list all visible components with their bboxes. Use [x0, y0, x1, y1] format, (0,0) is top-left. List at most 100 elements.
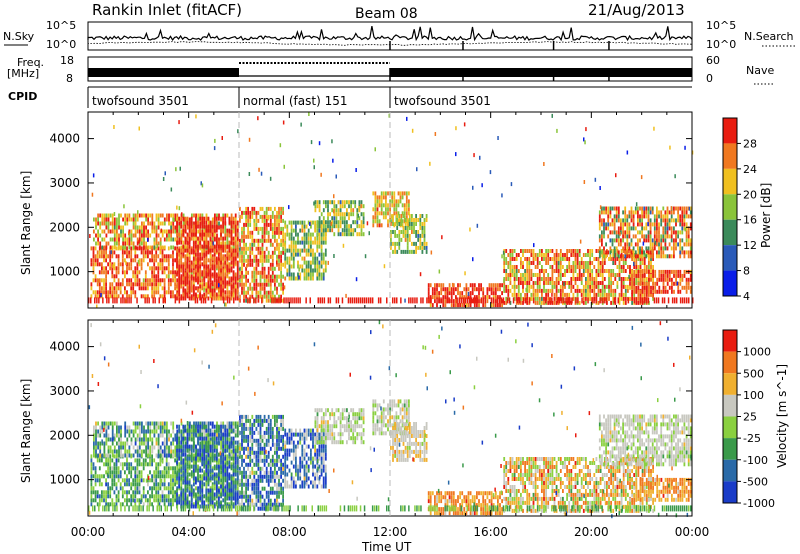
- colorbar-tick-6: 4: [743, 290, 750, 303]
- heatmap-cell: [124, 221, 127, 226]
- heatmap-cell: [677, 285, 680, 290]
- heatmap-cell: [536, 284, 539, 289]
- heatmap-cell: [639, 218, 641, 223]
- heatmap-cell: [128, 482, 130, 487]
- heatmap-cell: [582, 265, 585, 269]
- heatmap-cell: [271, 266, 274, 271]
- heatmap-cell: [274, 234, 276, 239]
- heatmap-cell: [170, 225, 172, 230]
- heatmap-cell: [118, 237, 120, 242]
- heatmap-cell: [335, 212, 338, 217]
- heatmap-cell: [253, 210, 256, 215]
- heatmap-cell: [639, 261, 642, 265]
- heatmap-cell: [115, 294, 118, 299]
- heatmap-cell: [172, 229, 175, 234]
- heatmap-cell: [392, 249, 394, 254]
- heatmap-cell: [429, 303, 432, 308]
- heatmap-cell: [209, 292, 212, 297]
- heatmap-cell: [107, 470, 109, 475]
- heatmap-cell: [141, 225, 143, 230]
- heatmap-cell: [673, 273, 675, 278]
- heatmap-floor-cell: [528, 297, 531, 304]
- heatmap-cell: [303, 224, 306, 229]
- heatmap-cell: [226, 272, 229, 277]
- heatmap-cell: [286, 232, 289, 237]
- heatmap-cell: [305, 272, 308, 277]
- heatmap-cell: [142, 490, 145, 495]
- heatmap-cell: [142, 486, 145, 491]
- heatmap-cell: [153, 229, 156, 234]
- heatmap-cell: [245, 214, 247, 219]
- heatmap-cell: [247, 278, 249, 283]
- heatmap-cell: [666, 277, 669, 282]
- heatmap-cell: [197, 236, 199, 241]
- heatmap-cell: [199, 252, 201, 257]
- heatmap-cell: [578, 261, 581, 265]
- heatmap-speckle: [320, 172, 322, 177]
- heatmap-cell: [645, 214, 648, 219]
- heatmap-cell: [376, 203, 379, 208]
- heatmap-cell: [184, 296, 187, 301]
- heatmap-cell: [318, 276, 321, 281]
- heatmap-cell: [168, 217, 170, 222]
- heatmap-cell: [172, 502, 174, 507]
- heatmap-cell: [174, 282, 176, 287]
- heatmap-cell: [174, 458, 176, 463]
- heatmap-cell: [159, 474, 162, 479]
- heatmap-cell: [90, 258, 93, 263]
- heatmap-floor-cell: [400, 297, 402, 304]
- heatmap-cell: [551, 288, 554, 293]
- heatmap-cell: [419, 226, 422, 230]
- heatmap-cell: [395, 199, 398, 204]
- heatmap-cell: [419, 233, 422, 238]
- heatmap-cell: [174, 258, 176, 263]
- heatmap-cell: [259, 226, 262, 231]
- heatmap-cell: [339, 208, 342, 213]
- heatmap-cell: [142, 278, 145, 283]
- power-ylabel: Slant Range [km]: [19, 171, 33, 275]
- cpid-segment-label-0: twofsound 3501: [92, 94, 189, 108]
- heatmap-cell: [117, 270, 120, 275]
- heatmap-cell: [269, 286, 272, 291]
- heatmap-cell: [192, 232, 195, 237]
- heatmap-cell: [203, 292, 206, 297]
- heatmap-cell: [234, 224, 237, 229]
- heatmap-cell: [234, 228, 237, 233]
- heatmap-cell: [111, 478, 114, 483]
- heatmap-cell: [607, 234, 610, 239]
- heatmap-cell: [230, 256, 233, 261]
- heatmap-cell: [245, 266, 247, 271]
- heatmap-cell: [614, 292, 617, 297]
- heatmap-cell: [459, 295, 461, 300]
- heatmap-cell: [234, 248, 237, 253]
- heatmap-cell: [155, 213, 158, 218]
- heatmap-cell: [553, 269, 556, 273]
- heatmap-cell: [497, 287, 499, 292]
- heatmap-cell: [207, 276, 210, 281]
- heatmap-cell: [105, 241, 108, 246]
- heatmap-floor-cell: [474, 297, 477, 304]
- heatmap-cell: [290, 220, 293, 225]
- heatmap-cell: [92, 290, 95, 295]
- heatmap-cell: [679, 218, 682, 223]
- heatmap-speckle: [599, 186, 601, 190]
- heatmap-cell: [172, 478, 174, 483]
- heatmap-cell: [138, 502, 141, 507]
- heatmap-cell: [593, 281, 596, 285]
- heatmap-cell: [218, 494, 220, 499]
- heatmap-cell: [570, 277, 573, 281]
- heatmap-cell: [126, 498, 128, 503]
- heatmap-cell: [286, 256, 289, 261]
- heatmap-cell: [305, 236, 308, 241]
- heatmap-cell: [111, 482, 114, 487]
- heatmap-speckle: [179, 166, 181, 171]
- heatmap-cell: [394, 249, 396, 254]
- heatmap-cell: [545, 277, 547, 281]
- heatmap-cell: [574, 249, 577, 253]
- heatmap-speckle: [479, 155, 481, 160]
- heatmap-cell: [92, 474, 95, 479]
- heatmap-cell: [236, 252, 239, 257]
- heatmap-cell: [282, 286, 284, 291]
- heatmap-cell: [419, 241, 422, 246]
- heatmap-cell: [547, 296, 550, 301]
